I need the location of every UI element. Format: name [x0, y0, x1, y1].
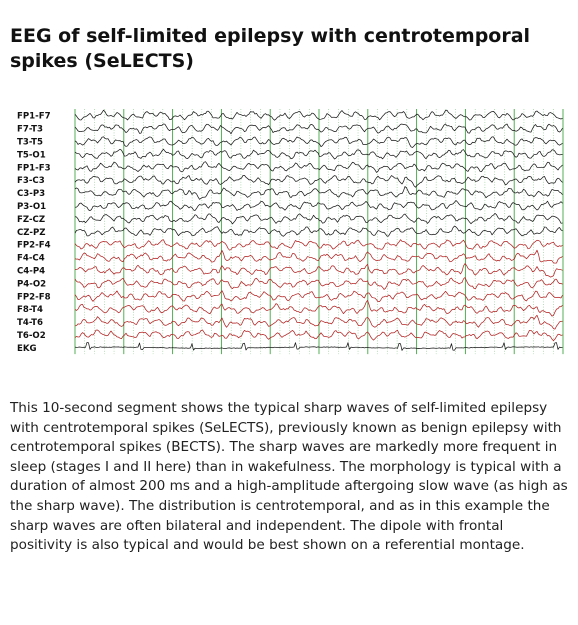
eeg-trace — [74, 290, 563, 303]
channel-label: F4-C4 — [17, 254, 45, 264]
eeg-trace — [74, 263, 563, 278]
channel-label: FP2-F4 — [17, 241, 51, 251]
channel-label: P4-O2 — [17, 279, 46, 289]
eeg-trace — [74, 239, 563, 251]
eeg-figure: FP1-F7 F7-T3 T3-T5 T5-O1 FP1-F3 F3-C3 C3-P3 P3-… — [17, 105, 567, 367]
channel-label: F8-T4 — [17, 305, 43, 315]
eeg-trace — [74, 123, 563, 135]
eeg-trace — [74, 225, 563, 237]
eeg-trace — [74, 212, 563, 225]
eeg-trace — [74, 174, 563, 188]
figure-caption: This 10-second segment shows the typical… — [10, 400, 568, 554]
eeg-trace — [74, 109, 563, 121]
channel-label: FP1-F7 — [17, 112, 51, 122]
page-title: EEG of self-limited epilepsy with centro… — [10, 25, 531, 72]
eeg-tracing: FP1-F7 F7-T3 T3-T5 T5-O1 FP1-F3 F3-C3 C3-P3 P3-… — [17, 109, 564, 355]
channel-label: T5-O1 — [17, 150, 46, 160]
channel-label: T3-T5 — [17, 137, 43, 147]
eeg-trace — [74, 161, 563, 173]
channel-label: CZ-PZ — [17, 228, 45, 238]
channel-label: T6-O2 — [17, 331, 46, 341]
eeg-trace — [74, 342, 563, 351]
channel-label: FP2-F8 — [17, 292, 51, 302]
channel-label: C3-P3 — [17, 189, 45, 199]
eeg-trace — [74, 249, 563, 264]
channel-label: FZ-CZ — [17, 215, 45, 225]
eeg-trace — [74, 314, 563, 330]
channel-label: C4-P4 — [17, 266, 45, 276]
eeg-trace — [74, 277, 563, 290]
eeg-trace — [74, 186, 563, 200]
channel-label: EKG — [17, 344, 37, 354]
eeg-trace — [74, 200, 563, 211]
channel-label: FP1-F3 — [17, 163, 51, 173]
channel-label: T4-T6 — [17, 318, 43, 328]
eeg-trace — [74, 136, 563, 148]
channel-label: F7-T3 — [17, 125, 43, 135]
channel-label: P3-O1 — [17, 202, 46, 212]
eeg-trace — [74, 148, 563, 160]
eeg-trace — [74, 329, 563, 342]
channel-label: F3-C3 — [17, 176, 45, 186]
eeg-trace — [74, 299, 563, 317]
